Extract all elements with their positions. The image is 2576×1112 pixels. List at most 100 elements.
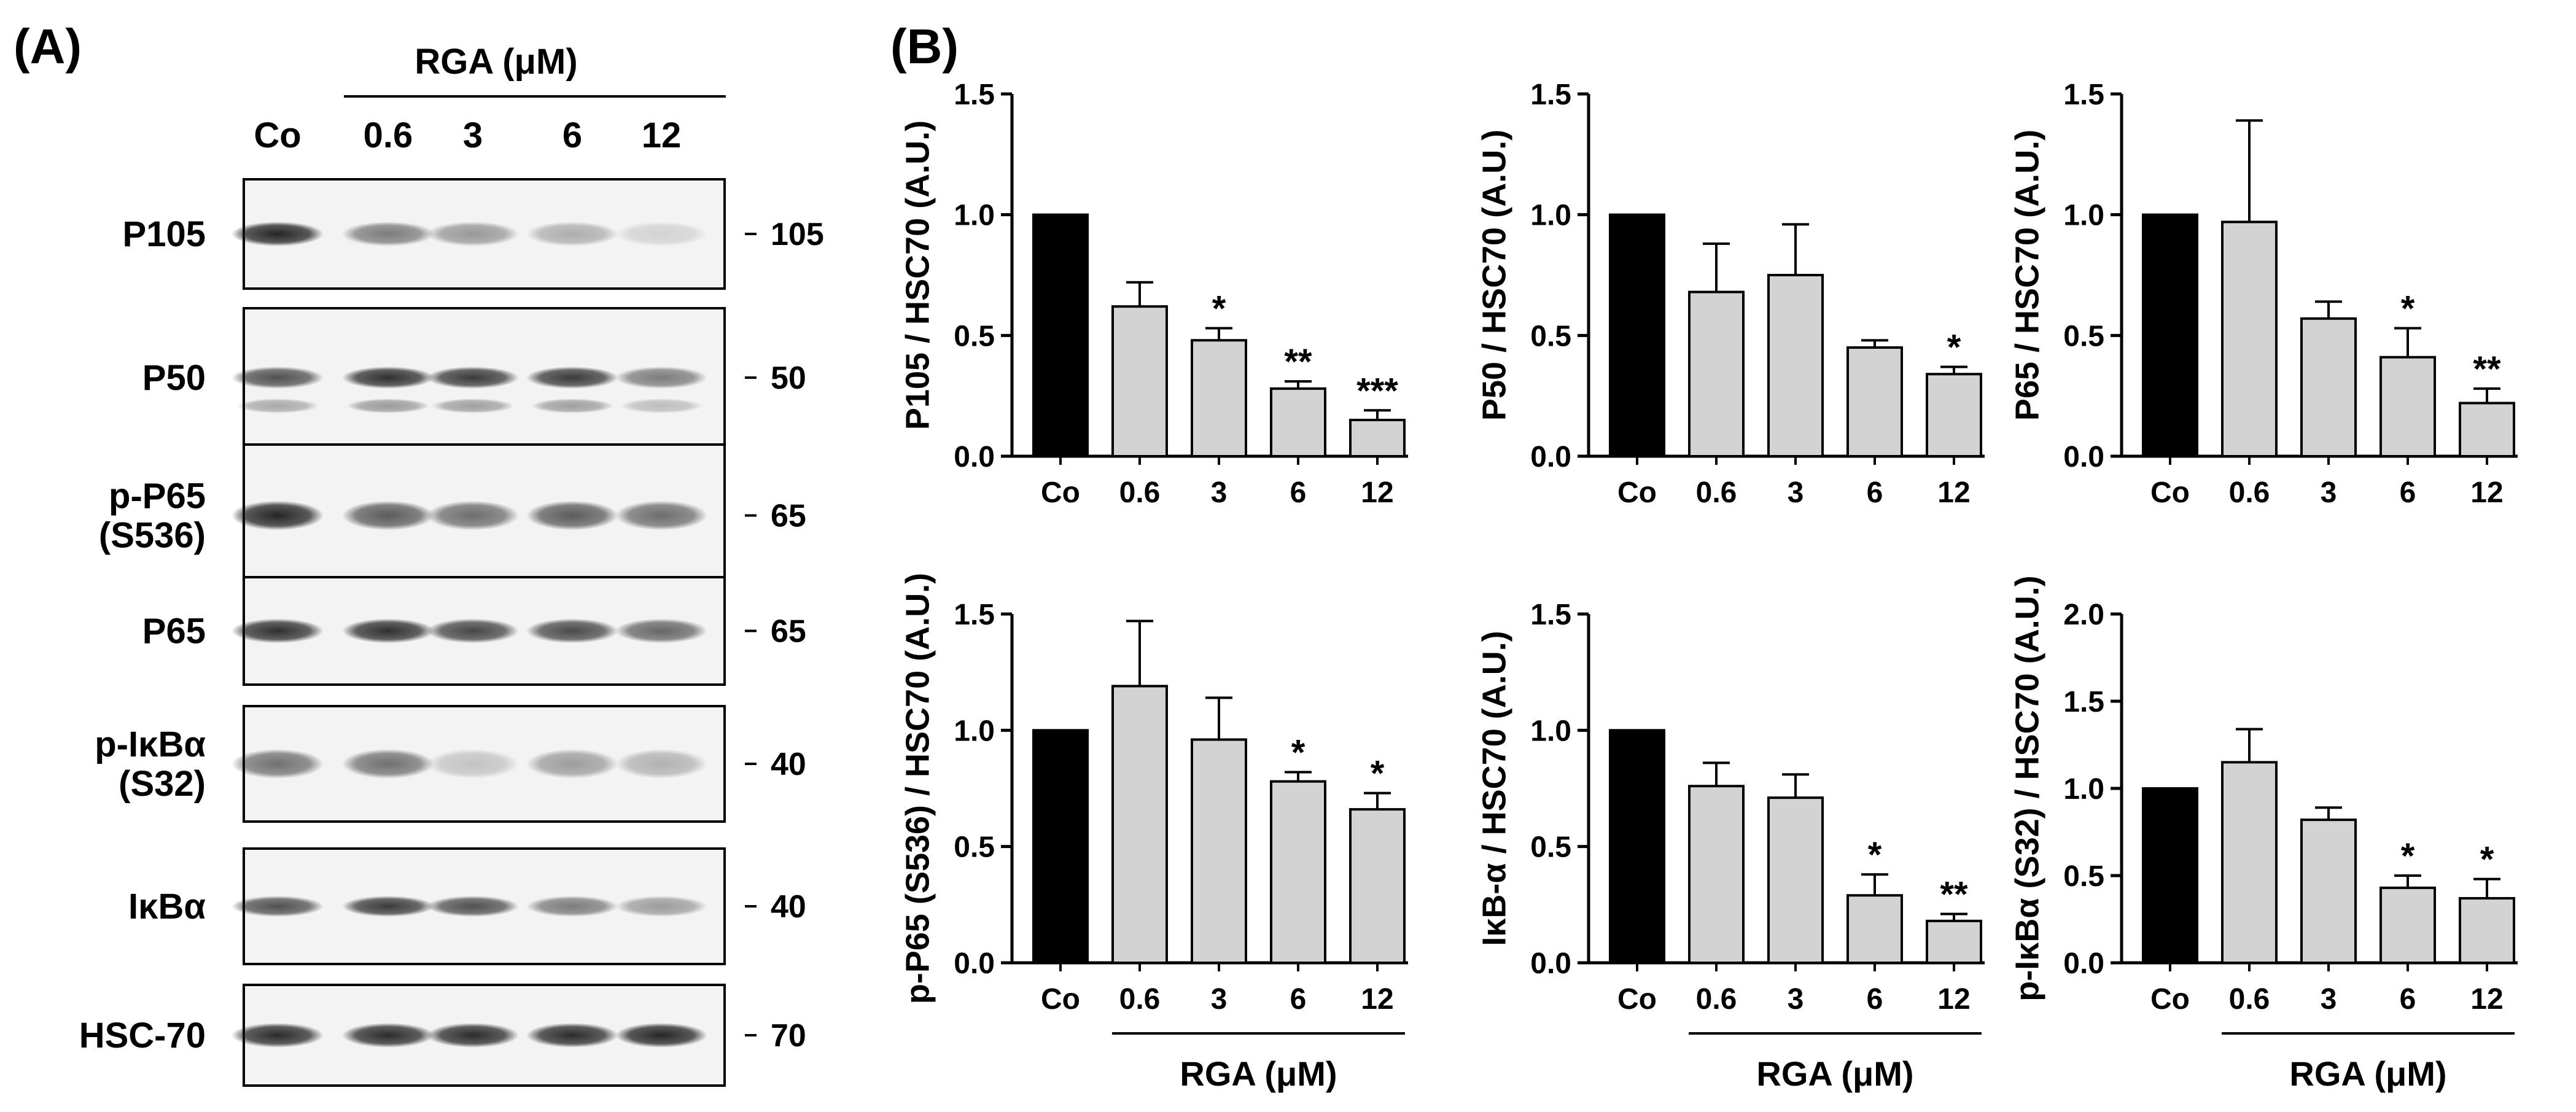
chart-3-significance-4: * — [1371, 754, 1385, 794]
chart-1-x-tick-label-0: Co — [1617, 476, 1657, 509]
chart-0-bar-3 — [1270, 387, 1326, 457]
chart-2-x-tick-label-2: 3 — [2321, 476, 2337, 509]
chart-0-bar-1 — [1111, 305, 1168, 457]
chart-2-x-tick-label-3: 6 — [2400, 476, 2416, 509]
band-4-2 — [427, 749, 519, 779]
chart-5-significance-3: * — [2401, 836, 2415, 876]
band-secondary-0 — [236, 399, 319, 413]
chart-3-x-tick-label-2: 3 — [1211, 983, 1228, 1016]
chart-2-ylabel: P65 / HSC70 (A.U.) — [2009, 130, 2045, 421]
band-4-3 — [526, 749, 618, 779]
chart-0-significance-3: ** — [1284, 342, 1312, 382]
marker-label-1: 50 — [771, 360, 806, 396]
band-secondary-2 — [432, 399, 514, 413]
chart-1-significance-4: * — [1947, 327, 1961, 367]
band-5-3 — [526, 896, 618, 917]
chart-3-bar-4 — [1349, 808, 1406, 964]
chart-2-y-tick-label-2: 1.0 — [2063, 200, 2104, 232]
chart-3-significance-3: * — [1291, 733, 1306, 772]
chart-4-bar-3 — [1846, 894, 1903, 964]
chart-3-y-tick-label-2: 1.0 — [954, 715, 995, 747]
chart-5-ylabel: p-IκBα (S32) / HSC70 (A.U.) — [2009, 575, 2045, 1001]
band-0-0 — [232, 222, 324, 246]
chart-3-bar-2 — [1191, 738, 1247, 964]
band-5-2 — [427, 896, 519, 917]
blot-name-6: HSC-70 — [79, 1016, 206, 1056]
blot-name-3: P65 — [142, 612, 206, 651]
marker-label-3: 65 — [771, 614, 806, 650]
chart-3-x-tick-label-1: 0.6 — [1119, 983, 1161, 1016]
chart-5-group-label: RGA (μM) — [2289, 1054, 2446, 1093]
chart-5-bar-4 — [2459, 896, 2515, 965]
chart-4-x-tick-label-0: Co — [1617, 983, 1657, 1016]
band-6-4 — [615, 1023, 707, 1048]
chart-5-bar-0 — [2142, 787, 2198, 964]
chart-4-y-tick-label-2: 1.0 — [1530, 715, 1571, 747]
chart-3-y-tick-label-3: 1.5 — [954, 599, 995, 631]
chart-1-x-tick-label-2: 3 — [1788, 476, 1804, 509]
band-1-0 — [232, 367, 324, 389]
chart-4-bar-4 — [1926, 919, 1982, 964]
marker-label-2: 65 — [771, 499, 806, 534]
band-6-1 — [342, 1023, 434, 1048]
chart-3-bar-0 — [1032, 729, 1089, 965]
chart-1-bar-3 — [1846, 346, 1903, 457]
band-0-4 — [615, 222, 707, 246]
blot-name-1: P50 — [142, 358, 206, 398]
chart-2-x-tick-label-1: 0.6 — [2229, 476, 2270, 509]
band-5-1 — [342, 896, 434, 917]
chart-2-x-tick-label-4: 12 — [2470, 476, 2503, 509]
chart-5-y-tick-label-1: 0.5 — [2063, 860, 2104, 893]
chart-5: 0.0 0.5 1.0 1.5 2.0 p-IκBα (S32) / HSC70 (A.U… — [2009, 575, 2518, 1093]
chart-0-y-tick-label-0: 0.0 — [954, 441, 995, 473]
chart-4-bar-1 — [1688, 785, 1745, 965]
chart-3-bar-1 — [1111, 685, 1168, 965]
chart-2-y-tick-label-1: 0.5 — [2063, 320, 2104, 352]
chart-1-bar-1 — [1688, 290, 1745, 457]
band-4-1 — [342, 749, 434, 779]
chart-0-y-tick-label-3: 1.5 — [954, 79, 995, 111]
chart-3-x-tick-label-4: 12 — [1361, 983, 1393, 1016]
band-3-0 — [232, 618, 324, 643]
chart-4-x-tick-label-1: 0.6 — [1696, 983, 1737, 1016]
band-6-2 — [427, 1023, 519, 1048]
chart-2-significance-4: ** — [2473, 349, 2501, 389]
chart-2-bar-4 — [2459, 402, 2515, 458]
band-6-3 — [526, 1023, 618, 1048]
chart-1-bar-4 — [1926, 373, 1982, 457]
chart-0-x-tick-label-3: 6 — [1290, 476, 1307, 509]
band-secondary-4 — [620, 399, 702, 413]
chart-0: 0.0 0.5 1.0 1.5 P105 / HSC70 (A.U.) Co 0.6 * 3 **… — [899, 79, 1408, 509]
chart-2-bar-1 — [2221, 220, 2278, 457]
chart-4-ylabel: IκB-α / HSC70 (A.U.) — [1476, 631, 1512, 946]
chart-2-bar-0 — [2142, 213, 2198, 457]
panel-a-label: (A) — [14, 19, 82, 74]
chart-5-significance-4: * — [2480, 840, 2494, 880]
band-0-1 — [342, 222, 434, 246]
band-2-4 — [615, 500, 707, 531]
blot-name-2-line2: (S536) — [99, 516, 206, 556]
chart-1-y-tick-label-0: 0.0 — [1530, 441, 1571, 473]
chart-0-x-tick-label-0: Co — [1041, 476, 1080, 509]
blot-name-2-line1: p-P65 — [109, 476, 206, 516]
band-0-3 — [526, 222, 618, 246]
band-2-0 — [232, 500, 324, 531]
lane-label-1: 0.6 — [364, 115, 413, 155]
band-2-2 — [427, 500, 519, 531]
chart-5-y-tick-label-3: 1.5 — [2063, 686, 2104, 718]
chart-5-bar-1 — [2221, 761, 2278, 965]
chart-4-bar-2 — [1767, 796, 1824, 964]
panel-b-label: (B) — [890, 19, 959, 74]
band-1-3 — [526, 367, 618, 389]
chart-4-y-tick-label-3: 1.5 — [1530, 599, 1571, 631]
western-blot-panel: RGA (μM) Co 0.6 3 6 12 P105 105 P50 50 p-P65(S536)… — [79, 42, 824, 1087]
chart-4-x-tick-label-2: 3 — [1788, 983, 1804, 1016]
chart-3-group-label: RGA (μM) — [1180, 1054, 1337, 1093]
band-3-2 — [427, 618, 519, 643]
chart-3-y-tick-label-1: 0.5 — [954, 831, 995, 864]
chart-0-bar-4 — [1349, 419, 1406, 457]
chart-1-bar-2 — [1767, 274, 1824, 457]
band-6-0 — [232, 1023, 324, 1048]
chart-1-y-tick-label-1: 0.5 — [1530, 320, 1571, 352]
chart-3: 0.0 0.5 1.0 1.5 p-P65 (S536) / HSC70 (A.U.) C… — [899, 573, 1408, 1093]
